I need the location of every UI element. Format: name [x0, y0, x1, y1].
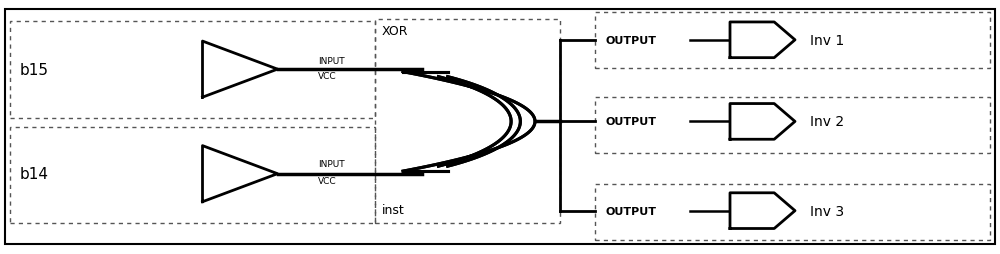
- Text: OUTPUT: OUTPUT: [605, 117, 656, 127]
- Text: OUTPUT: OUTPUT: [605, 36, 656, 46]
- Text: OUTPUT: OUTPUT: [605, 206, 656, 216]
- Polygon shape: [730, 23, 795, 58]
- Text: XOR: XOR: [382, 25, 409, 38]
- Text: b15: b15: [20, 62, 49, 77]
- Text: INPUT: INPUT: [318, 159, 345, 168]
- Text: Inv 3: Inv 3: [810, 204, 844, 218]
- Text: Inv 2: Inv 2: [810, 115, 844, 129]
- Text: b14: b14: [20, 167, 49, 181]
- Polygon shape: [202, 146, 277, 202]
- Text: VCC: VCC: [318, 72, 337, 81]
- Text: inst: inst: [382, 203, 405, 216]
- Polygon shape: [202, 42, 277, 98]
- Polygon shape: [730, 104, 795, 140]
- Text: VCC: VCC: [318, 176, 337, 185]
- Text: Inv 1: Inv 1: [810, 34, 844, 47]
- FancyBboxPatch shape: [5, 10, 995, 244]
- Polygon shape: [730, 193, 795, 229]
- Text: INPUT: INPUT: [318, 56, 345, 66]
- Polygon shape: [403, 72, 535, 171]
